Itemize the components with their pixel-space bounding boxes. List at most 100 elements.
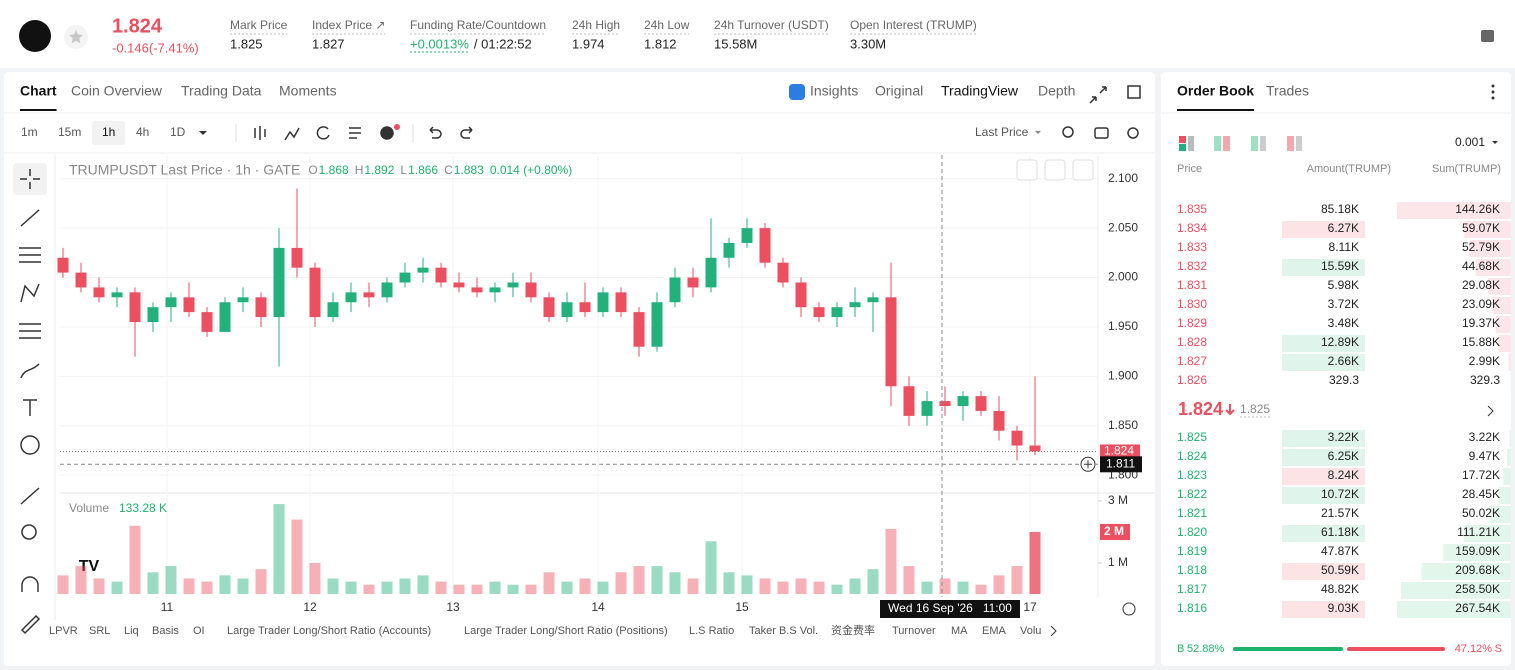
chart-tab[interactable]: Coin Overview (71, 83, 163, 99)
redo-icon[interactable] (460, 126, 473, 139)
chart-tab[interactable]: Trading Data (181, 83, 262, 99)
book-price[interactable]: 1.816 (1177, 601, 1207, 615)
stat-label[interactable]: 24h Turnover (USDT) (714, 18, 829, 32)
book-price[interactable]: 1.820 (1177, 525, 1207, 539)
emoji-tool[interactable] (20, 435, 40, 455)
book-price[interactable]: 1.830 (1177, 297, 1207, 311)
snapshot-icon[interactable] (1094, 127, 1109, 139)
book-tab[interactable]: Trades (1266, 83, 1309, 99)
view-tab[interactable]: TradingView (941, 83, 1019, 99)
projection-tool[interactable] (19, 323, 41, 339)
book-price[interactable]: 1.821 (1177, 506, 1207, 520)
trend-line-tool[interactable] (20, 209, 40, 227)
interval-button[interactable]: 15m (58, 125, 81, 139)
book-price[interactable]: 1.824 (1177, 449, 1207, 463)
popout-icon[interactable] (1127, 85, 1141, 99)
stat-label[interactable]: 24h High (572, 18, 620, 32)
indicator-icon[interactable] (284, 127, 300, 141)
alert-icon[interactable] (380, 126, 394, 140)
indicator-tab[interactable]: OI (193, 625, 205, 637)
indicator-tab[interactable]: Large Trader Long/Short Ratio (Positions… (464, 625, 668, 637)
stat-label[interactable]: Funding Rate/Countdown (410, 18, 546, 32)
book-tab[interactable]: Order Book (1177, 83, 1254, 99)
price-source-caret[interactable] (1035, 131, 1041, 134)
volume-bar (291, 519, 303, 594)
book-price[interactable]: 1.829 (1177, 316, 1207, 330)
more-arrow[interactable] (1487, 405, 1494, 417)
settings-icon[interactable] (1127, 127, 1139, 139)
chart-settings-icon[interactable] (1122, 602, 1136, 616)
brush-tool[interactable] (20, 363, 40, 379)
stat-label[interactable]: Index Price ↗ (312, 18, 385, 32)
stat-label[interactable]: Mark Price (230, 18, 288, 32)
fullscreen-icon[interactable] (1089, 86, 1107, 104)
indicator-tab[interactable]: SRL (89, 625, 110, 637)
indicator-tab[interactable]: MA (951, 625, 968, 637)
stat-label[interactable]: 24h Low (644, 18, 690, 32)
lock-tool[interactable] (20, 614, 41, 635)
book-price[interactable]: 1.826 (1177, 373, 1207, 387)
book-sum: 15.88K (1462, 335, 1500, 349)
zoom-tool[interactable] (21, 524, 37, 540)
icon-part[interactable] (1287, 136, 1294, 151)
magnet-tool[interactable] (21, 576, 39, 592)
book-price[interactable]: 1.835 (1177, 202, 1207, 216)
indicator-tab[interactable]: Liq (124, 625, 139, 637)
book-price[interactable]: 1.834 (1177, 221, 1207, 235)
icon-part[interactable] (1179, 136, 1186, 143)
indicator-tab[interactable]: Basis (152, 625, 179, 637)
icon-part[interactable] (1214, 136, 1221, 151)
book-price[interactable]: 1.818 (1177, 563, 1207, 577)
book-price[interactable]: 1.827 (1177, 354, 1207, 368)
search-icon[interactable] (1062, 126, 1074, 138)
menu-dots[interactable] (1491, 84, 1495, 100)
chart-tab[interactable]: Chart (20, 83, 57, 99)
book-price[interactable]: 1.828 (1177, 335, 1207, 349)
indicator-tab[interactable]: Volu (1020, 625, 1041, 637)
stat-label[interactable]: Open Interest (TRUMP) (850, 18, 977, 32)
indicator-tab[interactable]: Large Trader Long/Short Ratio (Accounts) (227, 625, 431, 637)
notes-icon[interactable] (1481, 30, 1494, 42)
text-tool[interactable] (23, 399, 37, 416)
candle-body (471, 287, 483, 293)
book-price[interactable]: 1.819 (1177, 544, 1207, 558)
book-price[interactable]: 1.822 (1177, 487, 1207, 501)
view-tab[interactable]: Depth (1038, 83, 1075, 99)
chart-tab[interactable]: Moments (279, 83, 337, 99)
view-tab[interactable]: Original (875, 83, 923, 99)
icon-part[interactable] (1251, 136, 1258, 151)
pattern-tool[interactable] (20, 283, 40, 303)
interval-caret[interactable] (199, 131, 207, 135)
template-icon[interactable] (349, 127, 361, 139)
indicator-tab[interactable]: 资金费率 (831, 623, 875, 637)
precision-select[interactable]: 0.001 (1455, 135, 1485, 149)
indicator-tab[interactable]: LPVR (49, 625, 78, 637)
interval-button[interactable]: 4h (136, 125, 149, 139)
undo-icon[interactable] (429, 126, 442, 139)
precision-caret[interactable] (1492, 141, 1498, 144)
more-arrow[interactable] (1050, 625, 1057, 637)
book-price[interactable]: 1.832 (1177, 259, 1207, 273)
book-price[interactable]: 1.817 (1177, 582, 1207, 596)
candle-type-icon[interactable] (254, 126, 266, 140)
chart-corner-button[interactable] (1072, 159, 1094, 181)
chart-corner-button[interactable] (1044, 159, 1066, 181)
price-source[interactable]: Last Price (975, 125, 1029, 139)
book-price[interactable]: 1.825 (1177, 430, 1207, 444)
indicator-tab[interactable]: Taker B.S Vol. (749, 625, 818, 637)
replay-icon[interactable] (316, 126, 330, 140)
view-tab[interactable]: Insights (810, 83, 858, 99)
chart-corner-button[interactable] (1016, 159, 1038, 181)
indicator-tab[interactable]: Turnover (892, 625, 936, 637)
indicator-tab[interactable]: EMA (982, 625, 1007, 637)
interval-button[interactable]: 1D (170, 125, 186, 139)
book-price[interactable]: 1.823 (1177, 468, 1207, 482)
fib-tool[interactable] (19, 247, 41, 263)
interval-button[interactable]: 1m (21, 125, 38, 139)
measure-tool[interactable] (20, 487, 40, 505)
interval-button[interactable]: 1h (102, 125, 115, 139)
crosshair-tool[interactable] (20, 169, 40, 189)
book-price[interactable]: 1.831 (1177, 278, 1207, 292)
indicator-tab[interactable]: L.S Ratio (689, 625, 734, 637)
book-price[interactable]: 1.833 (1177, 240, 1207, 254)
